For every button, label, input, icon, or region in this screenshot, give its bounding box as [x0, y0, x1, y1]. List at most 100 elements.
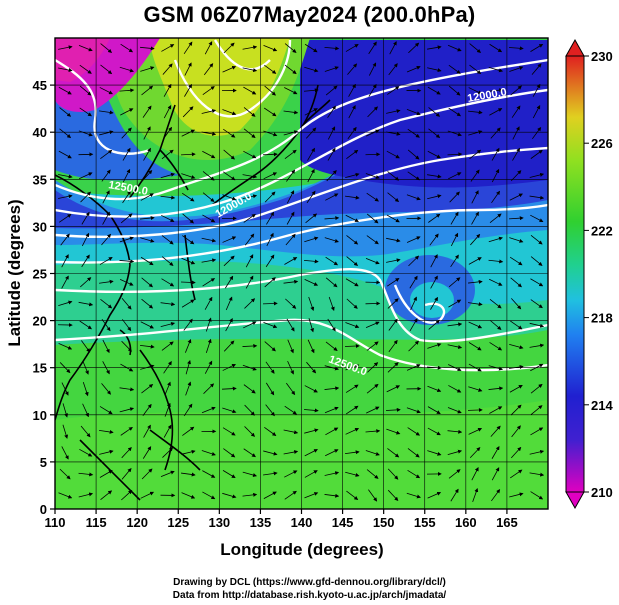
- wind-arrow: [387, 298, 399, 309]
- wind-arrow: [121, 490, 133, 501]
- wind-arrow: [408, 255, 420, 267]
- wind-arrow: [120, 426, 133, 436]
- wind-arrow: [407, 469, 421, 479]
- wind-arrow: [367, 362, 379, 373]
- wind-arrow: [406, 65, 421, 73]
- y-tick-label: 45: [33, 78, 47, 93]
- wind-arrow: [142, 446, 152, 459]
- wind-arrow: [285, 298, 297, 309]
- wind-arrow: [389, 41, 397, 55]
- wind-arrow: [489, 342, 503, 351]
- wind-arrow: [406, 236, 421, 243]
- wind-arrow: [183, 41, 193, 55]
- wind-arrow: [325, 277, 338, 288]
- wind-arrow: [162, 447, 174, 458]
- wind-arrow: [511, 425, 521, 438]
- wind-arrow: [205, 317, 212, 332]
- wind-arrow: [181, 299, 195, 308]
- wind-arrow: [283, 279, 299, 284]
- wind-arrow: [243, 107, 256, 117]
- wind-arrow: [203, 63, 214, 76]
- wind-arrow: [142, 105, 152, 118]
- y-tick-label: 20: [33, 314, 47, 329]
- wind-arrow: [366, 383, 379, 394]
- wind-arrow: [222, 236, 237, 243]
- x-tick-label: 160: [455, 515, 477, 530]
- wind-arrow: [79, 320, 92, 330]
- wind-arrow: [324, 216, 340, 221]
- wind-arrow: [286, 190, 295, 204]
- wind-arrow: [324, 471, 340, 476]
- y-tick-label: 0: [40, 502, 47, 517]
- wind-arrow: [448, 64, 461, 74]
- wind-arrow: [468, 427, 483, 435]
- wind-arrow: [365, 129, 380, 137]
- wind-arrow: [264, 85, 276, 96]
- wind-arrow: [61, 446, 69, 460]
- wind-arrow: [427, 427, 441, 436]
- wind-arrow: [286, 318, 295, 332]
- wind-arrow: [181, 257, 196, 265]
- wind-arrow: [265, 382, 275, 396]
- wind-arrow: [409, 275, 418, 289]
- wind-arrow: [450, 254, 459, 268]
- wind-arrow: [529, 343, 545, 348]
- wind-arrow: [100, 64, 113, 75]
- wind-arrow: [181, 129, 196, 137]
- wind-arrow: [143, 147, 151, 161]
- wind-arrow: [222, 109, 237, 116]
- wind-arrow: [61, 254, 69, 268]
- wind-arrow: [324, 46, 340, 51]
- wind-arrow: [305, 127, 317, 139]
- x-tick-label: 115: [86, 515, 107, 530]
- wind-arrow: [388, 318, 398, 331]
- wind-arrow: [325, 193, 339, 201]
- wind-arrow: [163, 83, 172, 97]
- wind-arrow: [100, 490, 113, 500]
- chart-title: GSM 06Z07May2024 (200.0hPa): [143, 2, 476, 27]
- wind-arrow: [161, 341, 174, 351]
- wind-arrow: [202, 470, 216, 478]
- wind-arrow: [448, 385, 462, 393]
- wind-arrow: [488, 259, 504, 264]
- wind-arrow: [325, 341, 338, 352]
- wind-arrow: [327, 318, 336, 332]
- x-tick-label: 120: [126, 515, 148, 530]
- wind-arrow: [430, 296, 438, 310]
- wind-arrow: [163, 424, 172, 438]
- wind-arrow: [222, 194, 237, 201]
- wind-arrow: [100, 149, 113, 159]
- wind-streamlines: [57, 41, 545, 503]
- wind-arrow: [283, 450, 299, 455]
- wind-arrow: [61, 275, 69, 289]
- wind-arrow: [447, 322, 463, 327]
- wind-arrow: [205, 338, 212, 353]
- wind-arrow: [263, 491, 277, 499]
- wind-arrow: [99, 449, 114, 455]
- wind-arrow: [472, 487, 479, 503]
- wind-arrow: [225, 296, 233, 311]
- wind-arrow: [426, 365, 442, 370]
- wind-arrow: [285, 233, 296, 246]
- wind-arrow: [122, 147, 131, 161]
- wind-arrow: [202, 278, 216, 287]
- wind-arrow: [491, 190, 500, 204]
- x-tick-label: 125: [167, 515, 189, 530]
- wind-arrow: [79, 85, 92, 96]
- height-contours: [55, 39, 548, 372]
- wind-arrow: [346, 490, 359, 501]
- wind-arrow: [119, 387, 135, 392]
- wind-arrow: [201, 109, 217, 114]
- wind-arrow: [143, 424, 151, 438]
- wind-arrow: [512, 147, 520, 161]
- wind-arrow: [140, 237, 155, 243]
- wind-arrow: [530, 405, 543, 415]
- wind-arrow: [59, 362, 71, 374]
- wind-arrow: [509, 66, 524, 72]
- wind-arrow: [386, 258, 401, 263]
- wind-arrow: [142, 170, 153, 182]
- wind-arrow: [222, 470, 236, 479]
- wind-arrow: [140, 364, 155, 370]
- wind-arrow: [283, 429, 299, 435]
- wind-arrow: [180, 280, 196, 285]
